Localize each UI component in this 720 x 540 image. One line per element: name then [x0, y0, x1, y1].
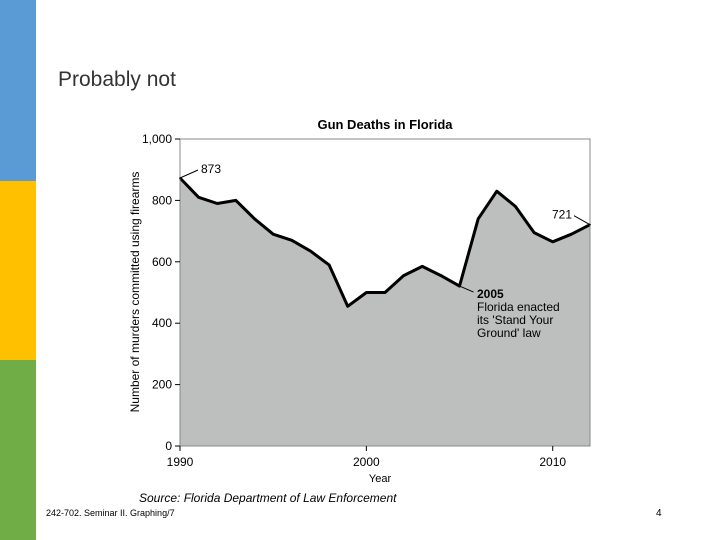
data-point-2002	[402, 274, 405, 277]
data-point-1998	[328, 264, 330, 266]
data-point-2006	[477, 218, 479, 220]
y-tick-label-600: 600	[152, 255, 172, 269]
annotation-note-line: its 'Stand Your	[477, 313, 553, 327]
x-tick-label-2010: 2010	[539, 455, 566, 469]
annotation-note-line: Ground' law	[477, 326, 541, 340]
page-number: 4	[656, 508, 662, 519]
y-tick-label-0: 0	[165, 439, 172, 453]
y-tick-label-1000: 1,000	[142, 132, 172, 146]
data-point-2007	[496, 190, 498, 192]
annotation-year-2005: 2005	[477, 287, 504, 301]
chart-source: Source: Florida Department of Law Enforc…	[139, 491, 397, 505]
x-axis-label: Year	[369, 473, 392, 485]
accent-bar-green	[0, 360, 36, 540]
data-point-1993	[235, 199, 237, 202]
data-point-1991	[197, 196, 200, 199]
annotation-label-2012: 721	[552, 208, 572, 222]
annotation-label-1990: 873	[201, 162, 221, 176]
y-axis-label: Number of murders committed using firear…	[128, 172, 142, 413]
annotation-note-line: Florida enacted	[477, 300, 560, 314]
area-fill	[180, 178, 590, 446]
plot-frame	[179, 138, 591, 447]
footer-text: 242-702. Seminar II. Graphing/7	[46, 508, 175, 518]
data-point-2011	[570, 233, 573, 235]
data-point-1992	[216, 202, 219, 205]
data-point-2004	[440, 274, 442, 277]
y-tick-label-800: 800	[152, 193, 172, 207]
data-point-2001	[384, 291, 386, 294]
data-point-1999	[346, 305, 349, 308]
data-point-2010	[551, 241, 554, 243]
y-tick-label-200: 200	[152, 378, 172, 392]
annotation-leader-1990	[179, 169, 199, 179]
slide-title: Probably not	[58, 68, 176, 91]
y-tick-label-400: 400	[152, 316, 172, 330]
annotation-leader-2012	[573, 215, 591, 226]
data-point-1997	[309, 250, 312, 252]
data-point-2009	[533, 231, 535, 234]
data-point-1996	[291, 239, 293, 242]
x-tick-label-1990: 1990	[167, 455, 194, 469]
data-point-2008	[514, 205, 517, 208]
data-point-1994	[253, 218, 256, 220]
x-tick-label-2000: 2000	[353, 455, 380, 469]
accent-bar-yellow	[0, 181, 36, 360]
data-point-2003	[421, 265, 424, 268]
data-point-1995	[272, 233, 274, 235]
chart-title: Gun Deaths in Florida	[317, 117, 453, 132]
data-point-2000	[365, 291, 368, 294]
accent-bar-blue	[0, 0, 36, 181]
annotation-leader-2005	[459, 285, 474, 293]
